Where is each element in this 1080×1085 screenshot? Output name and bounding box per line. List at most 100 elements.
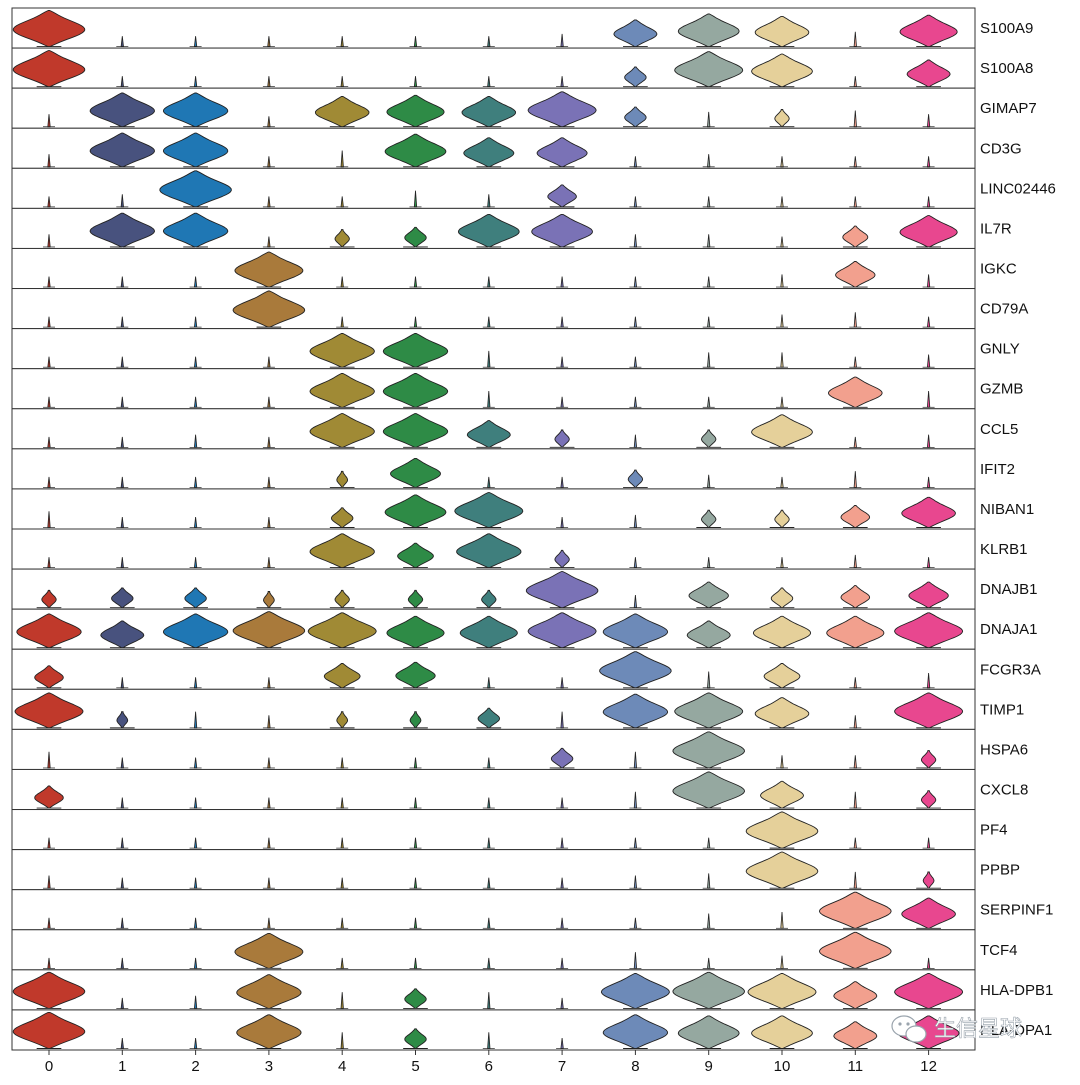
gene-row-panel: [11, 47, 976, 89]
violin-mark: [599, 651, 672, 689]
violin-mark: [382, 413, 449, 448]
violin-mark: [329, 229, 355, 248]
violin-mark: [34, 785, 64, 809]
gene-label: S100A8: [980, 60, 1033, 77]
violin-mark: [476, 707, 502, 729]
violin-mark: [672, 771, 745, 809]
violin-mark: [307, 612, 377, 649]
gene-label: CD79A: [980, 301, 1028, 318]
violin-mark: [672, 971, 745, 1009]
violin-mark: [769, 108, 795, 128]
violin-mark: [329, 589, 355, 609]
violin-mark: [456, 533, 522, 569]
gene-label: PF4: [980, 822, 1008, 839]
violin-mark: [547, 184, 577, 208]
violin-mark: [835, 261, 876, 288]
violin-mark: [674, 692, 744, 729]
violin-mark: [894, 973, 964, 1009]
gene-label: PPBP: [980, 862, 1020, 879]
violin-mark: [745, 811, 819, 849]
violin-mark: [459, 615, 518, 649]
violin-mark: [745, 851, 819, 889]
gene-row-panel: [11, 809, 976, 851]
violin-mark: [309, 333, 375, 368]
violin-mark: [397, 542, 434, 569]
violin-mark: [908, 581, 949, 609]
violin-mark: [309, 413, 375, 448]
violin-mark: [454, 492, 524, 528]
x-tick-label: 0: [45, 1058, 53, 1075]
violin-mark: [760, 780, 804, 809]
violin-mark: [549, 549, 575, 569]
violin-mark: [696, 429, 722, 448]
gene-label: CXCL8: [980, 782, 1028, 799]
x-tick-label: 7: [558, 1058, 566, 1075]
violin-mark: [525, 571, 599, 609]
violin-mark: [109, 711, 135, 729]
gene-label: TCF4: [980, 942, 1018, 959]
violin-mark: [234, 932, 304, 969]
violin-mark: [828, 376, 883, 408]
x-tick-label: 8: [631, 1058, 639, 1075]
gene-label: CD3G: [980, 140, 1022, 157]
x-tick-label: 5: [411, 1058, 419, 1075]
violin-mark: [894, 692, 964, 729]
gene-label: SERPINF1: [980, 902, 1053, 919]
violin-mark: [752, 615, 812, 649]
violin-mark: [916, 790, 942, 809]
gene-row-panel: [11, 969, 976, 1011]
violin-mark: [109, 587, 135, 609]
violin-mark: [329, 507, 355, 528]
gene-row-panel: [11, 728, 976, 770]
violin-mark: [672, 731, 745, 769]
violin-mark: [162, 132, 229, 168]
violin-mark: [677, 13, 740, 48]
gene-label: IFIT2: [980, 461, 1015, 478]
violin-mark: [549, 429, 575, 448]
violin-mark: [232, 290, 306, 328]
gene-label: HSPA6: [980, 741, 1028, 758]
violin-mark: [549, 747, 575, 769]
x-axis-ticks: 0 1 2 3 4 5 6 7 8 9 10 11 12: [45, 1050, 937, 1075]
violin-mark: [769, 509, 795, 528]
gene-row-panel: [11, 247, 976, 290]
watermark: 生信星球: [891, 1015, 1022, 1043]
violin-mark: [622, 106, 648, 128]
violin-mark: [602, 613, 669, 649]
gene-row-panel: [11, 768, 976, 811]
violin-mark: [602, 693, 669, 729]
gene-label: GIMAP7: [980, 100, 1037, 117]
violin-mark: [840, 585, 871, 609]
violin-mark: [236, 1014, 302, 1049]
violin-mark: [384, 494, 447, 528]
violin-mark: [457, 213, 520, 248]
x-tick-label: 11: [848, 1058, 864, 1075]
violin-mark: [833, 1021, 878, 1049]
violin-mark: [674, 51, 744, 88]
gene-row-panel: [11, 929, 976, 971]
violin-mark: [842, 225, 869, 248]
violin-mark: [100, 620, 145, 649]
violin-mark: [329, 711, 355, 729]
violin-mark: [754, 697, 810, 729]
violin-mark: [751, 53, 813, 88]
violin-mark: [234, 251, 304, 288]
violin-mark: [769, 587, 795, 609]
violin-mark: [476, 589, 502, 609]
violin-mark: [382, 333, 449, 368]
violin-mark: [461, 96, 517, 128]
violin-layer: [12, 10, 964, 1049]
gene-row-panel: [11, 328, 976, 370]
violin-mark: [466, 420, 511, 448]
violin-mark: [527, 91, 597, 128]
violin-mark: [754, 15, 810, 48]
gene-label: GNLY: [980, 341, 1020, 358]
gene-label: HLA-DPB1: [980, 982, 1053, 999]
violin-mark: [463, 137, 515, 168]
violin-mark: [329, 470, 355, 488]
violin-mark: [622, 66, 648, 88]
gene-row-panel: [11, 1009, 976, 1051]
violin-mark: [386, 615, 445, 649]
x-tick-label: 4: [338, 1058, 346, 1075]
